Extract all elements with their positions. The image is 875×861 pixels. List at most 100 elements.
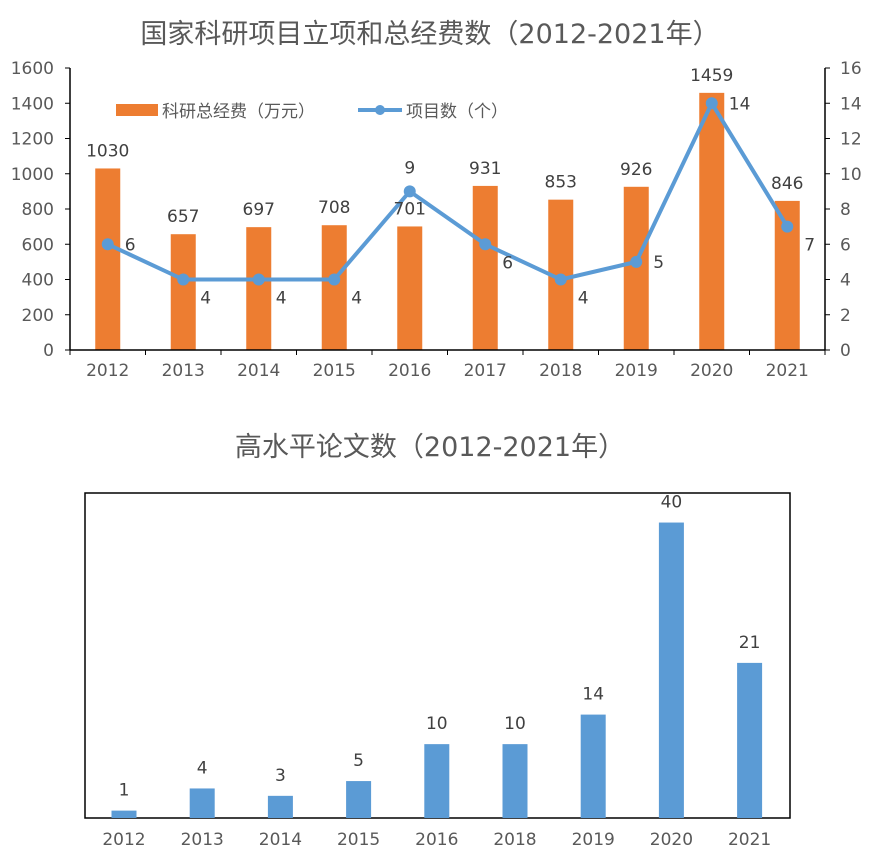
bar-funding-2013 — [170, 234, 196, 350]
chart1-left-tick-label: 1600 — [11, 59, 54, 79]
chart1-x-tick-label: 2015 — [313, 361, 356, 381]
chart1-line-label: 6 — [125, 235, 136, 255]
chart1-line-label: 7 — [804, 236, 815, 256]
chart1-x-tick-label: 2021 — [766, 361, 809, 381]
bar-funding-2020 — [699, 92, 725, 350]
chart2-bar-label: 10 — [426, 714, 448, 734]
chart1-projects-marker — [705, 97, 718, 110]
chart1-left-tick-label: 400 — [22, 271, 54, 291]
chart1-right-tick-label: 10 — [840, 165, 862, 185]
bar-papers-2013 — [189, 788, 215, 818]
legend-swatch-funding — [116, 104, 158, 116]
chart1-right-tick-label: 2 — [840, 306, 851, 326]
chart1-right-tick-label: 6 — [840, 235, 851, 255]
chart1-bar-label: 697 — [243, 200, 275, 220]
chart1-projects-marker — [554, 273, 567, 286]
legend-label-projects: 项目数（个） — [406, 102, 508, 122]
chart1-line-label: 9 — [404, 158, 415, 178]
chart1-right-tick-label: 8 — [840, 200, 851, 220]
chart1-projects-marker — [177, 273, 190, 286]
legend-swatch-projects-marker — [375, 105, 385, 115]
chart1-title: 国家科研项目立项和总经费数（2012-2021年） — [140, 19, 719, 50]
chart1-left-tick-label: 1400 — [11, 94, 54, 114]
chart1-data-labels: 1030 657 697 708 701 931 853 926 1459 846 6 4 4 4 9 6 4 5… — [86, 66, 815, 309]
bar-funding-2012 — [95, 168, 121, 350]
chart1-x-tick-label: 2018 — [539, 361, 582, 381]
bar-papers-2012 — [111, 810, 137, 818]
chart2-x-tick-label: 2013 — [181, 830, 224, 850]
bar-papers-2014 — [267, 795, 293, 818]
bar-funding-2015 — [321, 225, 347, 350]
chart2-bar-label: 1 — [119, 781, 130, 801]
chart1-bar-label: 1459 — [690, 66, 733, 86]
chart2-bars — [111, 522, 763, 818]
bar-papers-2016 — [424, 744, 450, 818]
chart1-line-label: 5 — [653, 253, 664, 273]
chart1-bar-label: 853 — [545, 173, 577, 193]
chart1-projects-line — [106, 101, 789, 282]
chart2-bar-label: 10 — [504, 714, 526, 734]
chart1-bar-label: 1030 — [86, 141, 129, 161]
chart1-x-tick-label: 2016 — [388, 361, 431, 381]
chart1-right-tick-label: 0 — [840, 341, 851, 361]
chart2-x-tick-label: 2020 — [650, 830, 693, 850]
bar-funding-2014 — [246, 227, 272, 350]
chart1-projects-marker — [781, 220, 794, 233]
chart1-left-tick-label: 800 — [22, 200, 54, 220]
chart1-bar-label: 846 — [771, 174, 803, 194]
bar-papers-2020 — [658, 522, 684, 818]
bar-funding-2019 — [623, 186, 649, 350]
bar-papers-2019 — [580, 714, 606, 818]
chart1-projects-marker — [101, 238, 114, 251]
chart1-right-tick-label: 14 — [840, 94, 862, 114]
chart2-bar-label: 3 — [275, 766, 286, 786]
chart2-x-tick-label: 2012 — [102, 830, 145, 850]
legend-label-funding: 科研总经费（万元） — [162, 102, 315, 122]
chart1-x-tick-label: 2020 — [690, 361, 733, 381]
bar-papers-2021 — [737, 662, 763, 818]
chart1-projects-marker — [403, 185, 416, 198]
chart1-line-label: 4 — [276, 289, 287, 309]
chart2-x-tick-label: 2018 — [493, 830, 536, 850]
chart1-left-tick-label: 200 — [22, 306, 54, 326]
chart1-bar-label: 701 — [394, 199, 426, 219]
chart2-title: 高水平论文数（2012-2021年） — [235, 432, 625, 463]
chart2-x-tick-label: 2016 — [415, 830, 458, 850]
chart1-bar-label: 708 — [318, 198, 350, 218]
bar-papers-2018 — [502, 744, 528, 818]
chart1-projects-marker — [252, 273, 265, 286]
chart2-bar-label: 4 — [197, 758, 208, 778]
chart1-left-tick-label: 0 — [43, 341, 54, 361]
funding-projects-chart: 国家科研项目立项和总经费数（2012-2021年） 0 200 400 600 800 1… — [11, 19, 862, 381]
chart1-left-tick-label: 600 — [22, 235, 54, 255]
chart1-right-tick-label: 4 — [840, 271, 851, 291]
chart1-bar-label: 657 — [167, 207, 199, 227]
chart1-line-label: 4 — [578, 289, 589, 309]
chart2-x-tick-label: 2021 — [728, 830, 771, 850]
chart1-left-tick-label: 1000 — [11, 165, 54, 185]
chart2-bar-label: 40 — [661, 493, 683, 513]
chart1-axes: 0 200 400 600 800 1000 1200 1400 1600 0 2 4 6 8 10 12 14… — [11, 59, 862, 381]
chart2-bar-label: 21 — [739, 633, 761, 653]
chart1-x-tick-label: 2017 — [464, 361, 507, 381]
chart1-projects-marker — [328, 273, 341, 286]
chart1-line-label: 4 — [351, 289, 362, 309]
chart1-x-tick-label: 2013 — [162, 361, 205, 381]
chart1-left-tick-label: 1200 — [11, 130, 54, 150]
chart1-right-tick-label: 12 — [840, 130, 862, 150]
chart1-line-label: 4 — [200, 289, 211, 309]
chart2-bar-label: 14 — [582, 685, 604, 705]
chart2-x-tick-label: 2014 — [259, 830, 302, 850]
chart1-line-label: 6 — [502, 253, 513, 273]
chart1-bar-label: 931 — [469, 159, 501, 179]
bar-funding-2016 — [397, 226, 423, 350]
chart2-x-tick-label: 2015 — [337, 830, 380, 850]
chart2-bar-label: 5 — [353, 751, 364, 771]
chart1-x-tick-label: 2012 — [86, 361, 129, 381]
chart1-x-tick-label: 2019 — [615, 361, 658, 381]
chart1-legend: 科研总经费（万元） 项目数（个） — [116, 102, 508, 122]
bar-funding-2017 — [472, 185, 498, 350]
